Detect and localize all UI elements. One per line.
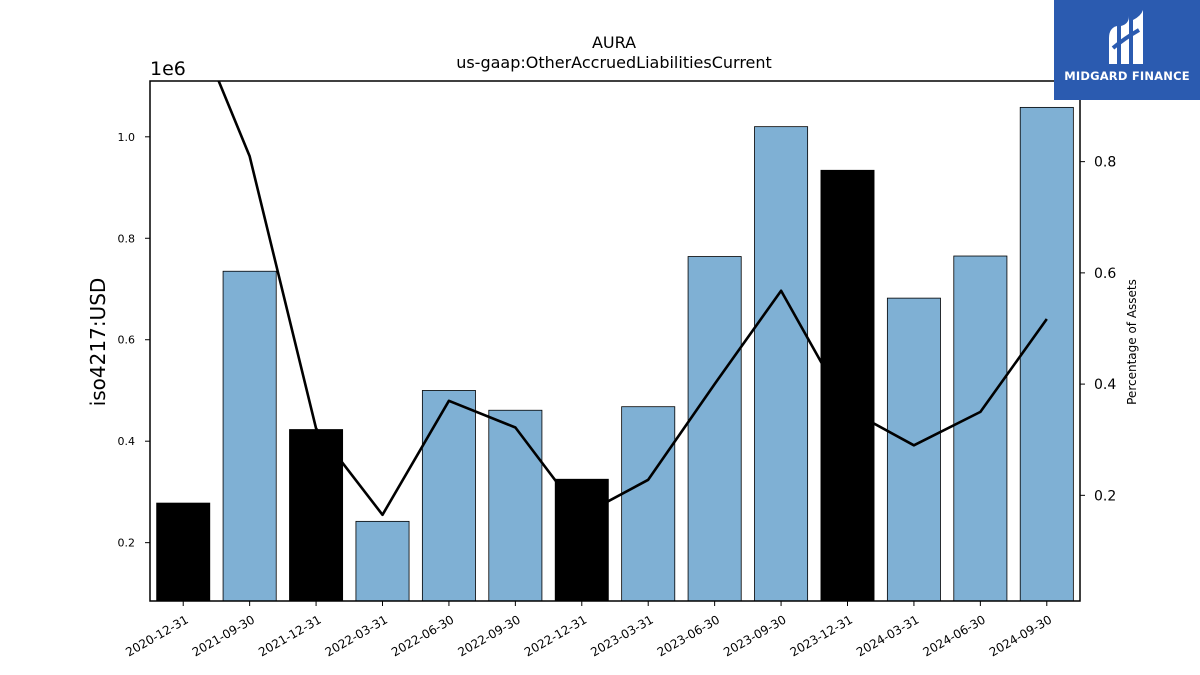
y-axis-label: iso4217:USD <box>86 278 110 407</box>
bar-2023-09-30 <box>754 126 809 602</box>
midgard-finance-logo: MIDGARD FINANCE <box>1054 0 1200 100</box>
bar-2024-03-31 <box>886 297 941 602</box>
x-tick-label: 2023-12-31 <box>788 612 855 659</box>
bar-2023-12-31 <box>820 169 875 602</box>
y-tick-label: 0.4 <box>118 435 136 448</box>
y2-tick-label: 0.2 <box>1094 488 1116 504</box>
x-tick-label: 2020-12-31 <box>123 612 190 659</box>
bars-layer <box>156 106 1074 602</box>
x-tick-label: 2023-03-31 <box>588 612 655 659</box>
x-tick-label: 2021-09-30 <box>190 612 257 659</box>
x-tick-label: 2023-09-30 <box>721 612 788 659</box>
bar-2020-12-31 <box>156 502 211 602</box>
bar-2023-03-31 <box>621 406 676 602</box>
x-tick-label: 2024-09-30 <box>987 612 1054 659</box>
y-offset-label: 1e6 <box>150 58 186 80</box>
x-tick-label: 2024-03-31 <box>854 612 921 659</box>
x-tick-label: 2024-06-30 <box>920 612 987 659</box>
plot-frame <box>149 80 1081 602</box>
x-tick-label: 2021-12-31 <box>256 612 323 659</box>
y2-axis-label: Percentage of Assets <box>1125 279 1139 405</box>
y2-tick-label: 0.6 <box>1094 266 1116 282</box>
x-tick-label: 2022-12-31 <box>522 612 589 659</box>
x-tick-label: 2022-09-30 <box>455 612 522 659</box>
y-tick-label: 0.6 <box>118 334 136 347</box>
bar-2022-03-31 <box>355 520 410 602</box>
logo-text: MIDGARD FINANCE <box>1064 69 1190 83</box>
y2-tick-label: 0.4 <box>1094 377 1116 393</box>
x-tick-label: 2022-03-31 <box>323 612 390 659</box>
bar-2022-06-30 <box>421 390 476 602</box>
bar-2024-09-30 <box>1019 106 1074 602</box>
y-tick-label: 1.0 <box>118 131 136 144</box>
y2-tick-label: 0.8 <box>1094 155 1116 171</box>
x-tick-label: 2022-06-30 <box>389 612 456 659</box>
percentage-line <box>217 81 1048 517</box>
x-tick-label: 2023-06-30 <box>655 612 722 659</box>
bar-2022-12-31 <box>554 478 609 602</box>
bar-2023-06-30 <box>687 256 742 602</box>
bar-2021-09-30 <box>222 270 277 602</box>
line-layer <box>217 81 1048 517</box>
bar-2024-06-30 <box>953 255 1008 602</box>
y-tick-label: 0.2 <box>118 537 136 550</box>
y-tick-label: 0.8 <box>118 232 136 245</box>
bar-2021-12-31 <box>289 429 344 602</box>
chart-subtitle: us-gaap:OtherAccruedLiabilitiesCurrent <box>456 53 772 72</box>
bar-2022-09-30 <box>488 409 543 602</box>
chart-title: AURA <box>592 33 636 52</box>
logo-mark-icon <box>1109 10 1143 64</box>
